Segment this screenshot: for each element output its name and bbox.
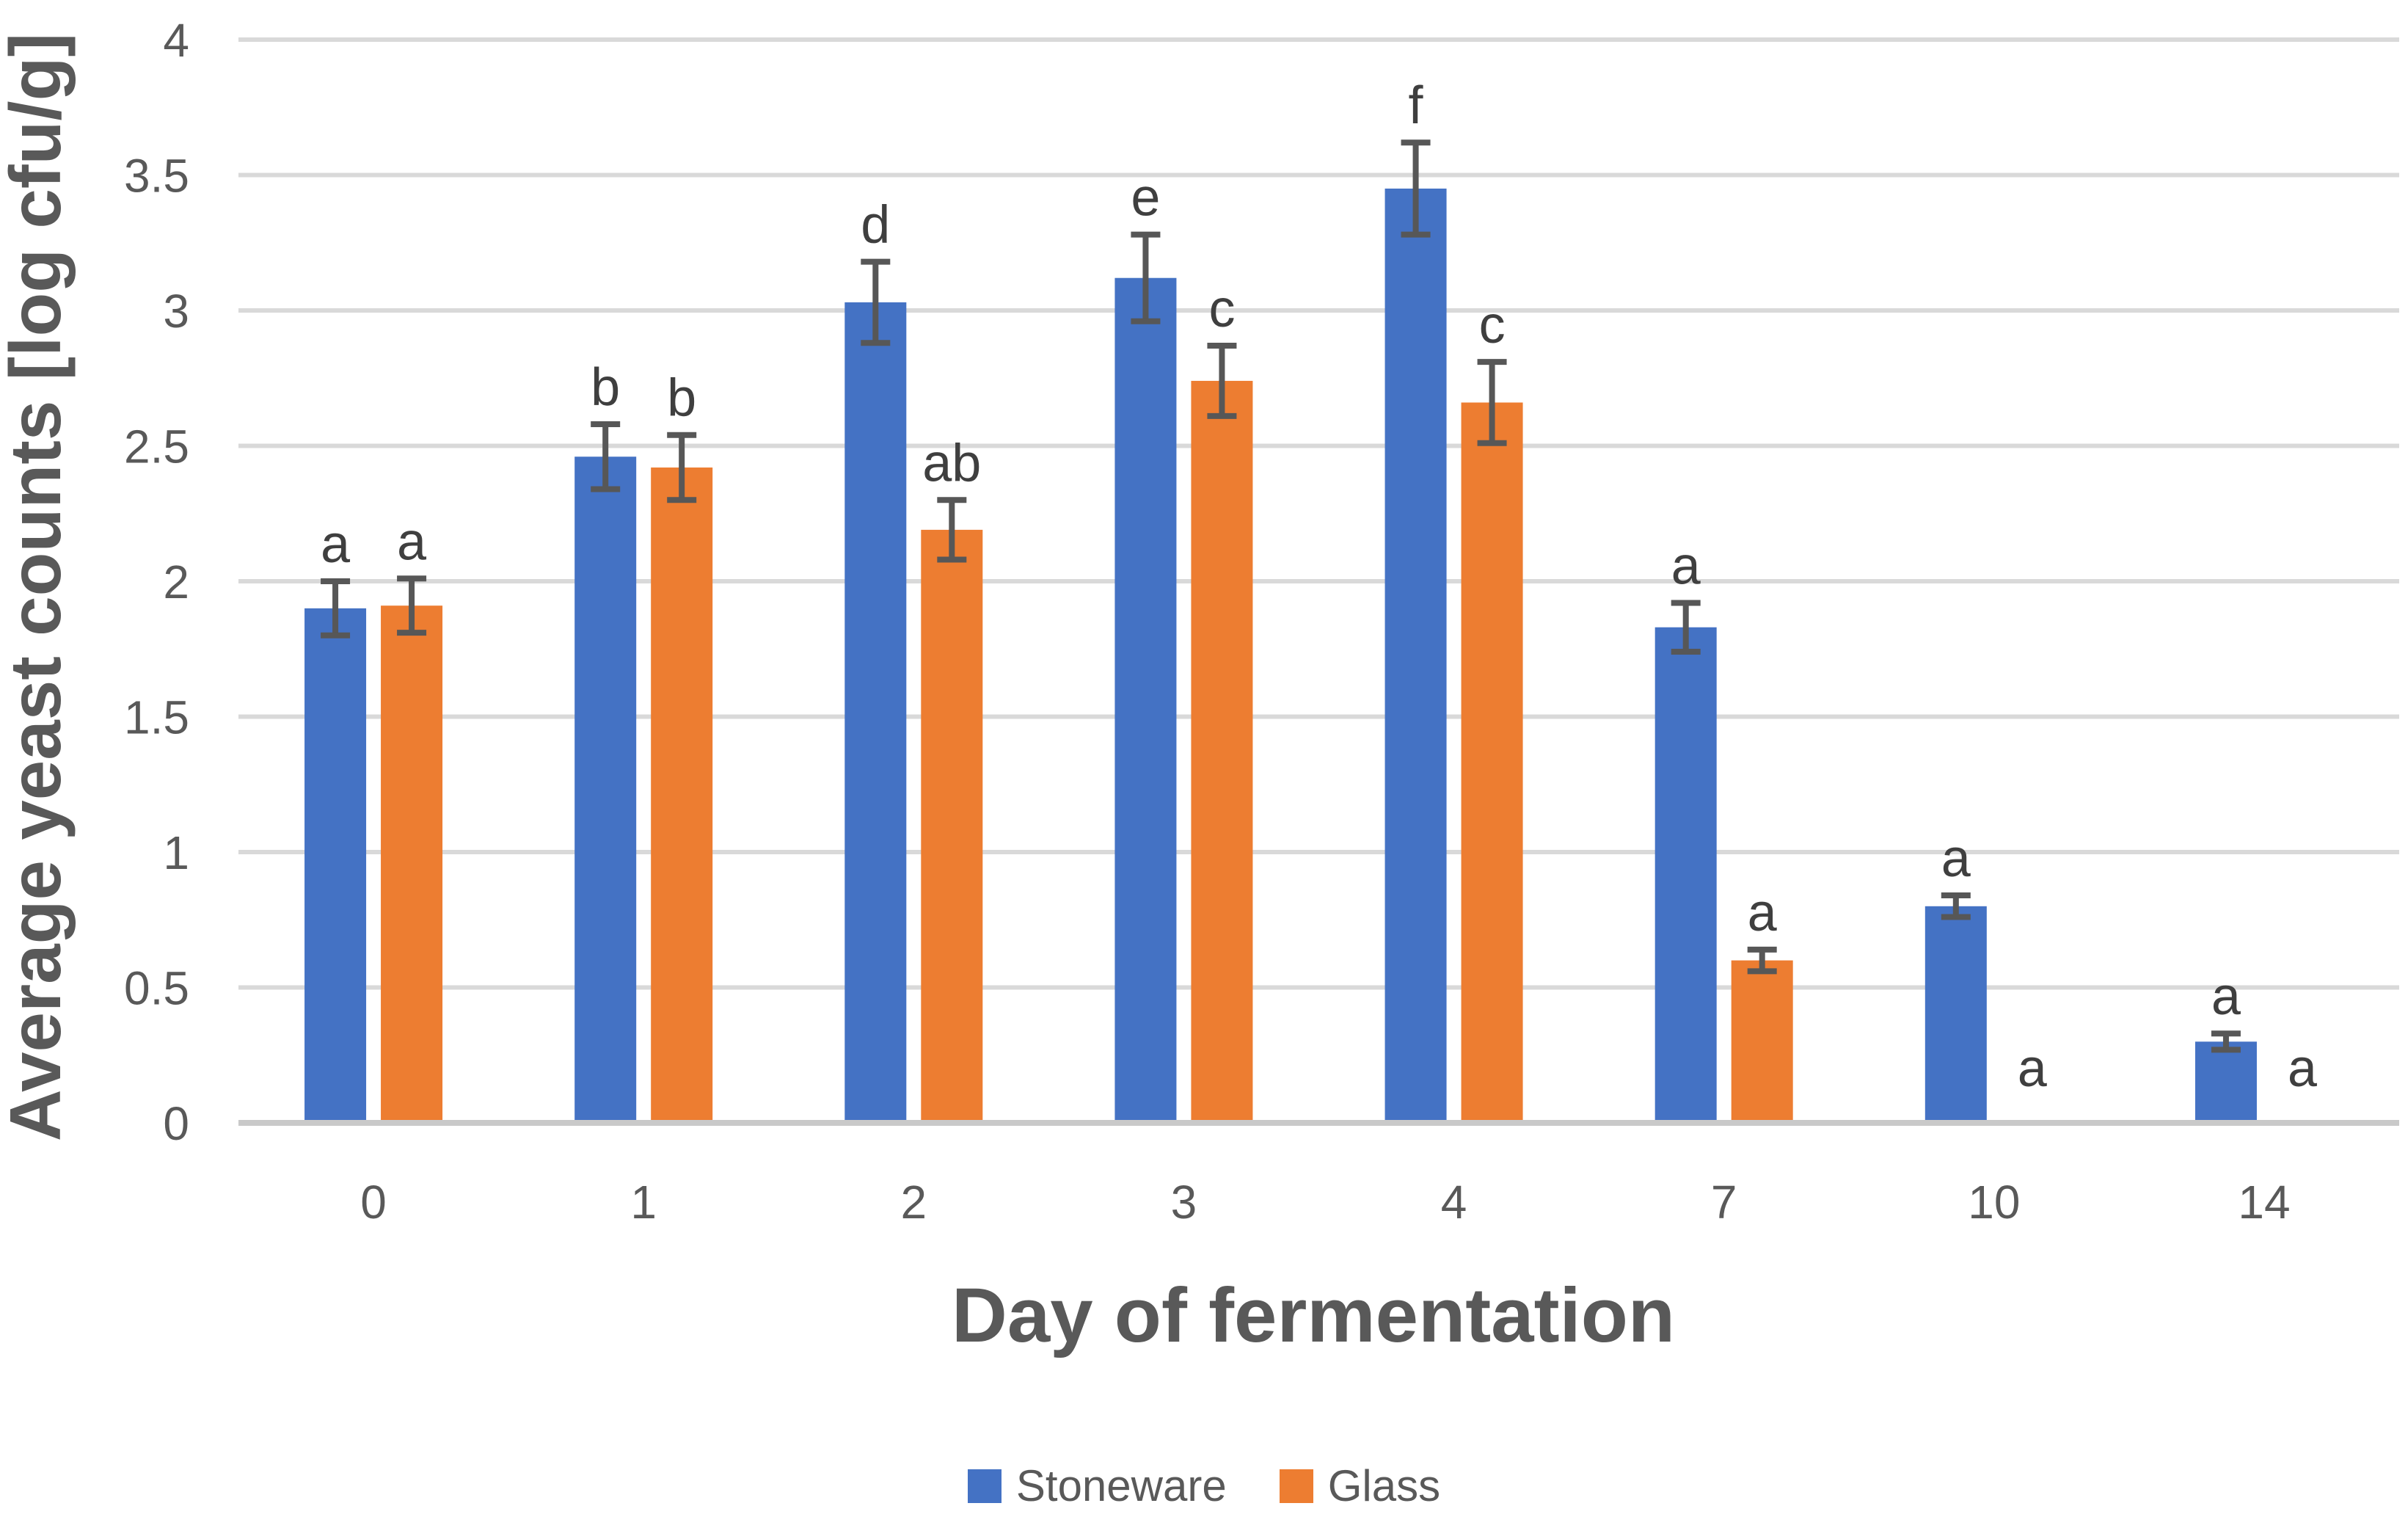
error-bar-stoneware-day-3 xyxy=(1131,231,1161,324)
bar-stoneware-day-2 xyxy=(844,302,907,1124)
x-tick-2: 2 xyxy=(901,1176,927,1229)
legend: Stoneware Glass xyxy=(0,1464,2408,1508)
error-bar-stoneware-day-1 xyxy=(591,421,621,492)
bar-stoneware-day-0 xyxy=(304,608,367,1123)
error-bars xyxy=(321,139,2241,1053)
glass-swatch-icon xyxy=(1279,1469,1313,1503)
x-tick-1: 1 xyxy=(630,1176,657,1229)
sig-letter-glass-day-4: c xyxy=(1479,296,1506,354)
sig-letter-glass-day-10: a xyxy=(2018,1039,2048,1098)
x-tick-14: 14 xyxy=(2238,1176,2290,1229)
bar-stoneware-day-4 xyxy=(1384,188,1447,1124)
x-tick-4: 4 xyxy=(1441,1176,1467,1229)
sig-letter-glass-day-7: a xyxy=(1748,884,1778,942)
glass-legend-label: Glass xyxy=(1327,1461,1441,1510)
error-bar-stoneware-day-0 xyxy=(321,578,351,639)
sig-letter-glass-day-1: b xyxy=(667,369,696,428)
error-bar-stoneware-day-4 xyxy=(1401,139,1431,238)
sig-letter-glass-day-0: a xyxy=(397,512,427,571)
y-tick-1.5: 1.5 xyxy=(124,691,189,744)
y-tick-2.5: 2.5 xyxy=(124,421,189,473)
sig-letter-stoneware-day-1: b xyxy=(591,358,620,417)
legend-item-glass: Glass xyxy=(1279,1461,1441,1510)
bar-glass-day-4 xyxy=(1461,402,1523,1123)
y-tick-2: 2 xyxy=(163,556,189,608)
sig-letter-stoneware-day-4: f xyxy=(1409,76,1424,135)
error-bar-glass-day-0 xyxy=(397,575,427,636)
error-bar-glass-day-3 xyxy=(1207,342,1237,419)
bar-stoneware-day-14 xyxy=(2194,1041,2257,1123)
bar-glass-day-2 xyxy=(921,529,983,1123)
x-tick-0: 0 xyxy=(360,1176,387,1229)
sig-letter-glass-day-2: ab xyxy=(922,434,981,492)
error-bar-glass-day-2 xyxy=(937,497,967,563)
bar-glass-day-1 xyxy=(651,468,713,1123)
sig-letter-glass-day-14: a xyxy=(2288,1039,2318,1098)
bar-glass-day-3 xyxy=(1191,380,1253,1123)
error-bar-glass-day-4 xyxy=(1477,359,1507,446)
error-bar-stoneware-day-7 xyxy=(1671,600,1701,655)
x-tick-7: 7 xyxy=(1711,1176,1737,1229)
bar-glass-day-0 xyxy=(381,605,443,1123)
x-tick-3: 3 xyxy=(1171,1176,1197,1229)
x-axis-title: Day of fermentation xyxy=(952,1273,1675,1358)
x-axis-tick-labels: 0 1 2 3 4 7 10 14 xyxy=(360,1176,2290,1229)
sig-letter-stoneware-day-2: d xyxy=(861,196,890,255)
bar-stoneware-day-1 xyxy=(574,456,637,1123)
y-tick-3: 3 xyxy=(163,285,189,338)
sig-letter-stoneware-day-7: a xyxy=(1671,537,1701,596)
bar-stoneware-day-3 xyxy=(1114,277,1177,1124)
error-bar-glass-day-7 xyxy=(1747,946,1777,975)
sig-letter-stoneware-day-3: e xyxy=(1131,169,1160,228)
error-bar-stoneware-day-14 xyxy=(2211,1030,2241,1053)
stoneware-swatch-icon xyxy=(967,1469,1001,1503)
y-tick-0: 0 xyxy=(163,1097,189,1150)
sig-letter-stoneware-day-14: a xyxy=(2211,967,2241,1026)
y-tick-3.5: 3.5 xyxy=(124,150,189,203)
x-tick-10: 10 xyxy=(1968,1176,2020,1229)
gridlines xyxy=(238,37,2399,990)
error-bar-glass-day-1 xyxy=(667,432,697,503)
bar-stoneware-day-10 xyxy=(1924,906,1987,1123)
sig-letter-stoneware-day-0: a xyxy=(321,515,351,574)
sig-letter-stoneware-day-10: a xyxy=(1941,829,1971,888)
y-tick-1: 1 xyxy=(163,826,189,879)
stoneware-legend-label: Stoneware xyxy=(1015,1461,1227,1510)
bar-glass-day-7 xyxy=(1731,960,1793,1123)
y-tick-0.5: 0.5 xyxy=(124,962,189,1015)
y-axis-title: Average yeast counts [log cfu/g] xyxy=(0,33,76,1141)
error-bar-stoneware-day-10 xyxy=(1941,892,1971,920)
bars xyxy=(304,188,2257,1124)
legend-item-stoneware: Stoneware xyxy=(967,1461,1227,1510)
y-axis-tick-labels: 0 0.5 1 1.5 2 2.5 3 3.5 4 xyxy=(124,14,189,1150)
y-tick-4: 4 xyxy=(163,14,189,67)
error-bar-stoneware-day-2 xyxy=(861,258,891,346)
sig-letter-glass-day-3: c xyxy=(1208,280,1235,338)
bar-stoneware-day-7 xyxy=(1654,627,1717,1123)
